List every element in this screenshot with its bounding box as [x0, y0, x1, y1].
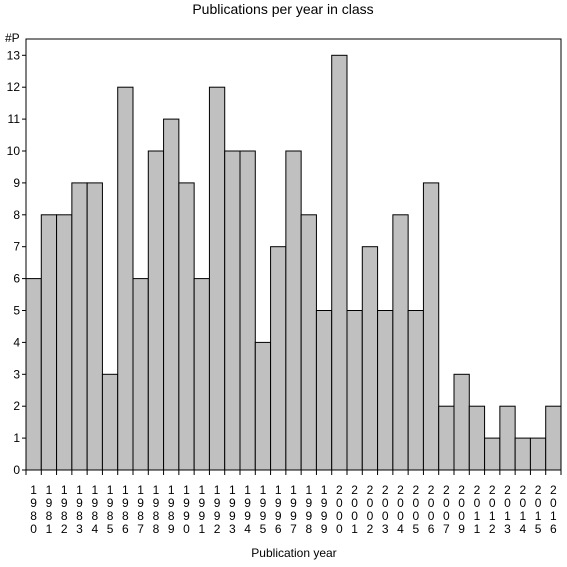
y-tick-label: 5 — [13, 304, 20, 318]
y-tick-label: 13 — [7, 48, 21, 62]
y-tick-label: 7 — [13, 240, 20, 254]
y-tick-label: 12 — [7, 80, 21, 94]
bar-1994 — [239, 150, 256, 471]
y-tick-label: 11 — [8, 112, 21, 126]
bar-2005 — [407, 310, 424, 471]
bar-2004 — [392, 214, 409, 471]
bar-2007 — [438, 405, 455, 471]
plot-frame — [25, 38, 562, 471]
y-tick-label: 9 — [13, 176, 20, 190]
bar-2011 — [468, 405, 486, 471]
bar-1992 — [208, 86, 226, 471]
bar-2003 — [377, 310, 394, 471]
bars-group — [25, 54, 562, 471]
bar-1998 — [300, 214, 317, 471]
y-axis-label: #P — [5, 31, 20, 45]
bar-1986 — [117, 86, 134, 471]
y-tick-label: 0 — [13, 463, 20, 477]
bar-1981 — [40, 214, 58, 471]
y-tick-label: 3 — [13, 367, 20, 381]
bar-1984 — [86, 182, 103, 471]
x-axis: 1 9 8 0 1 9 8 1 1 9 8 2 1 9 8 3 1 9 8 4 1 9 8 5 1 9 8 6 1 9 8 7 1 9 8 8 1 9 8 9… — [25, 470, 562, 536]
bar-2006 — [422, 182, 440, 471]
bar-1997 — [285, 150, 302, 471]
bar-1999 — [315, 310, 333, 471]
y-tick-label: 4 — [13, 335, 20, 349]
bar-1996 — [270, 246, 287, 471]
y-tick-label: 8 — [13, 208, 20, 222]
bar-1989 — [163, 118, 180, 471]
x-axis-label: Publication year — [251, 546, 336, 560]
bar-2001 — [346, 310, 363, 471]
y-tick-label: 2 — [13, 399, 20, 413]
bar-2002 — [361, 246, 379, 471]
bar-2012 — [484, 437, 501, 471]
chart-title: Publications per year in class — [192, 1, 373, 17]
bar-1990 — [178, 182, 195, 471]
bar-1983 — [71, 182, 88, 471]
y-tick-label: 6 — [13, 272, 20, 286]
bar-2016 — [545, 405, 562, 471]
bar-1985 — [101, 373, 119, 471]
bar-1982 — [56, 214, 73, 471]
bar-1987 — [132, 278, 149, 471]
bar-2014 — [514, 437, 531, 471]
bar-2013 — [499, 405, 516, 471]
bar-1988 — [147, 150, 165, 471]
bar-2000 — [331, 54, 348, 471]
y-tick-label: 10 — [7, 144, 21, 158]
bar-2015 — [529, 437, 547, 471]
bar-1991 — [193, 278, 210, 471]
bar-1980 — [25, 278, 42, 471]
y-tick-label: 1 — [13, 431, 20, 445]
bar-1995 — [254, 341, 272, 471]
bar-1993 — [224, 150, 241, 471]
bar-2009 — [453, 373, 470, 471]
